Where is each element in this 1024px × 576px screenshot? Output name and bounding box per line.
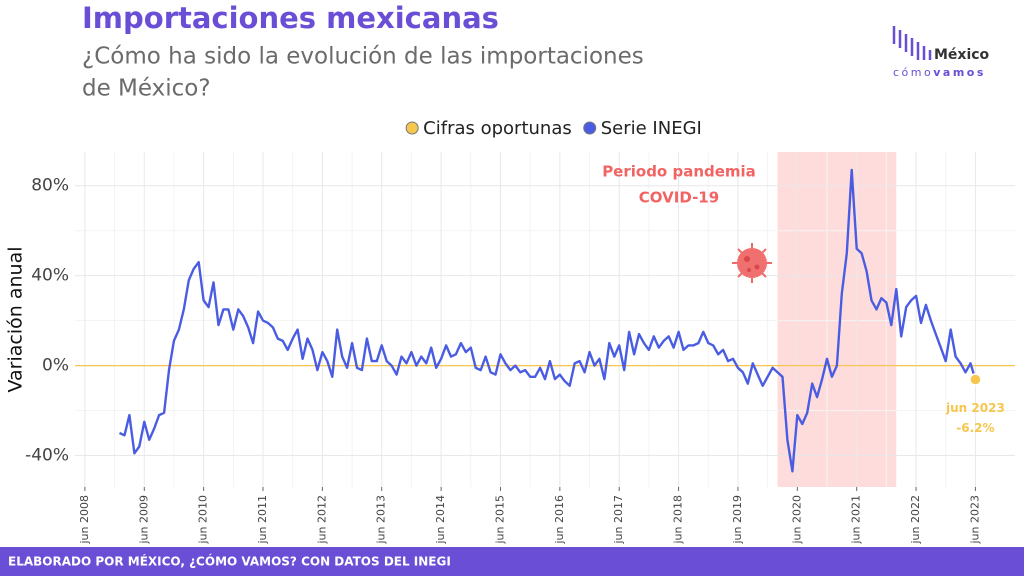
x-tick-label: jun 2020 xyxy=(790,495,803,545)
x-tick-label: jun 2018 xyxy=(672,495,685,545)
y-tick-label: 80% xyxy=(31,176,69,196)
series-line xyxy=(118,168,977,473)
y-axis-label: Variación anual xyxy=(5,247,27,393)
plot: -40% 0% 40% 80% jun 2008 jun 2009 jun 2010 jun … xyxy=(5,118,1015,545)
virus-icon xyxy=(732,243,772,283)
title: Importaciones mexicanas xyxy=(82,1,499,35)
logo-text: México xyxy=(934,47,990,63)
point-label: jun 2023 xyxy=(945,401,1005,415)
x-tick-label: jun 2021 xyxy=(850,495,863,545)
x-tick-label: jun 2014 xyxy=(434,495,447,545)
legend: Cifras oportunas Serie INEGI xyxy=(405,118,702,139)
highlight-label: Periodo pandemia xyxy=(602,163,756,181)
legend-label: Cifras oportunas xyxy=(423,118,572,139)
subtitle: ¿Cómo ha sido la evolución de las import… xyxy=(82,44,644,70)
x-tick-label: jun 2015 xyxy=(493,495,506,545)
logo: México cómovamos xyxy=(892,26,990,79)
logo-text: vamos xyxy=(933,66,986,79)
y-tick-label: -40% xyxy=(25,446,69,466)
footer-text: ELABORADO POR MÉXICO, ¿CÓMO VAMOS? CON D… xyxy=(8,554,451,569)
logo-text: cómovamos xyxy=(893,66,986,79)
y-tick-label: 0% xyxy=(42,356,69,376)
x-tick-label: jun 2013 xyxy=(375,495,388,545)
y-tick-label: 40% xyxy=(31,266,69,286)
legend-label: Serie INEGI xyxy=(601,118,702,139)
x-tick-label: jun 2008 xyxy=(78,495,91,545)
point xyxy=(969,373,982,386)
x-tick-label: jun 2012 xyxy=(315,495,328,545)
x-tick-label: jun 2009 xyxy=(137,495,150,545)
footer-bar xyxy=(0,547,1024,576)
x-tick-label: jun 2017 xyxy=(612,495,625,545)
x-tick-label: jun 2016 xyxy=(553,495,566,545)
x-tick-label: jun 2019 xyxy=(731,495,744,545)
x-tick-label: jun 2023 xyxy=(968,495,981,545)
highlight-label: COVID-19 xyxy=(639,189,719,207)
logo-text: cómo xyxy=(893,66,933,79)
x-tick-label: jun 2022 xyxy=(909,495,922,545)
x-tick-label: jun 2010 xyxy=(197,495,210,545)
subtitle: de México? xyxy=(82,76,211,102)
legend-swatch xyxy=(583,121,597,135)
value-label: -6.2% xyxy=(956,421,994,435)
legend-swatch xyxy=(405,121,419,135)
x-tick-label: jun 2011 xyxy=(256,495,269,545)
